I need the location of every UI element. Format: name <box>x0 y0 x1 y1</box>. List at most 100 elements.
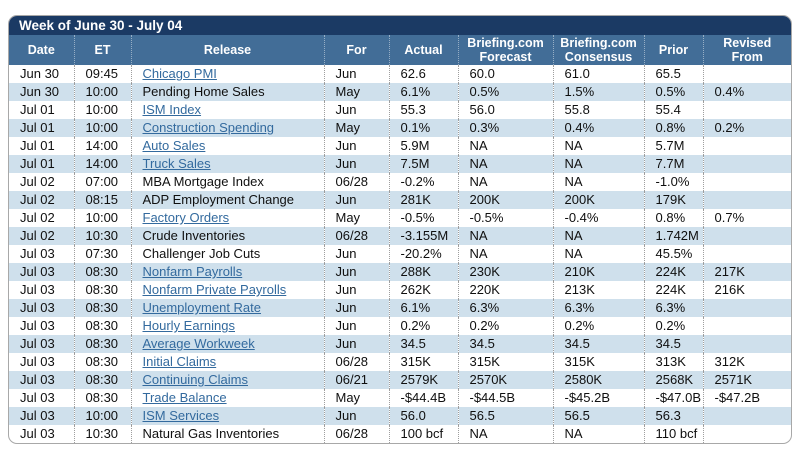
cell-forecast: 56.5 <box>458 407 554 425</box>
cell-date: Jul 02 <box>9 209 75 227</box>
cell-revised <box>703 299 791 317</box>
cell-revised: 0.4% <box>703 83 791 101</box>
cell-et: 14:00 <box>74 137 132 155</box>
cell-prior: 45.5% <box>644 245 704 263</box>
cell-prior: 56.3 <box>644 407 704 425</box>
cell-revised <box>703 101 791 119</box>
release-link[interactable]: ISM Services <box>142 408 220 423</box>
cell-revised <box>703 407 791 425</box>
cell-consensus: 200K <box>553 191 645 209</box>
cell-et: 08:15 <box>74 191 132 209</box>
release-link[interactable]: Chicago PMI <box>142 66 217 81</box>
cell-revised <box>703 137 791 155</box>
cell-release: Nonfarm Private Payrolls <box>131 281 325 299</box>
cell-revised <box>703 317 791 335</box>
cell-release: MBA Mortgage Index <box>131 173 325 191</box>
cell-for: Jun <box>324 191 390 209</box>
column-header-revised: Revised From <box>703 35 791 65</box>
cell-forecast: NA <box>458 425 554 443</box>
release-link[interactable]: Nonfarm Payrolls <box>142 264 243 279</box>
cell-prior: 7.7M <box>644 155 704 173</box>
cell-actual: 281K <box>389 191 459 209</box>
cell-for: May <box>324 209 390 227</box>
cell-for: Jun <box>324 299 390 317</box>
cell-consensus: -$45.2B <box>553 389 645 407</box>
table-row: Jul 03 08:30 Average Workweek Jun 34.5 34.5 34… <box>9 335 791 353</box>
release-link[interactable]: Construction Spending <box>142 120 275 135</box>
release-link[interactable]: Trade Balance <box>142 390 227 405</box>
cell-et: 10:30 <box>74 425 132 443</box>
release-link[interactable]: Average Workweek <box>142 336 255 351</box>
cell-date: Jul 03 <box>9 299 75 317</box>
table-row: Jul 01 10:00 ISM Index Jun 55.3 56.0 55.8 55.4 <box>9 101 791 119</box>
cell-actual: 55.3 <box>389 101 459 119</box>
cell-consensus: 61.0 <box>553 65 645 83</box>
cell-revised <box>703 65 791 83</box>
cell-for: 06/28 <box>324 227 390 245</box>
cell-prior: 6.3% <box>644 299 704 317</box>
table-row: Jul 02 08:15 ADP Employment Change Jun 281K 2… <box>9 191 791 209</box>
cell-for: 06/28 <box>324 425 390 443</box>
cell-date: Jul 02 <box>9 173 75 191</box>
cell-date: Jul 01 <box>9 101 75 119</box>
cell-date: Jul 03 <box>9 353 75 371</box>
cell-actual: -20.2% <box>389 245 459 263</box>
cell-date: Jul 02 <box>9 227 75 245</box>
cell-for: May <box>324 119 390 137</box>
release-link[interactable]: Continuing Claims <box>142 372 249 387</box>
cell-date: Jul 03 <box>9 263 75 281</box>
release-link[interactable]: Unemployment Rate <box>142 300 262 315</box>
cell-consensus: 56.5 <box>553 407 645 425</box>
cell-revised <box>703 227 791 245</box>
cell-et: 08:30 <box>74 317 132 335</box>
cell-consensus: NA <box>553 245 645 263</box>
cell-revised <box>703 191 791 209</box>
release-link[interactable]: Nonfarm Private Payrolls <box>142 282 287 297</box>
cell-for: Jun <box>324 407 390 425</box>
cell-consensus: 2580K <box>553 371 645 389</box>
cell-release: Natural Gas Inventories <box>131 425 325 443</box>
cell-for: Jun <box>324 155 390 173</box>
cell-date: Jul 03 <box>9 389 75 407</box>
release-link[interactable]: ISM Index <box>142 102 202 117</box>
cell-et: 14:00 <box>74 155 132 173</box>
release-link[interactable]: Auto Sales <box>142 138 206 153</box>
column-header-prior: Prior <box>644 35 704 65</box>
cell-actual: 0.1% <box>389 119 459 137</box>
cell-release: Construction Spending <box>131 119 325 137</box>
release-label: ADP Employment Change <box>142 192 295 207</box>
cell-consensus: -0.4% <box>553 209 645 227</box>
cell-for: 06/28 <box>324 353 390 371</box>
cell-forecast: 0.5% <box>458 83 554 101</box>
cell-prior: 0.2% <box>644 317 704 335</box>
cell-prior: 1.742M <box>644 227 704 245</box>
release-link[interactable]: Initial Claims <box>142 354 217 369</box>
release-link[interactable]: Factory Orders <box>142 210 230 225</box>
cell-release: Pending Home Sales <box>131 83 325 101</box>
cell-release: Trade Balance <box>131 389 325 407</box>
cell-date: Jul 03 <box>9 371 75 389</box>
cell-for: May <box>324 83 390 101</box>
table-row: Jul 03 08:30 Continuing Claims 06/21 2579K 25… <box>9 371 791 389</box>
cell-revised: 216K <box>714 282 745 297</box>
cell-et: 08:30 <box>74 299 132 317</box>
cell-forecast: 60.0 <box>458 65 554 83</box>
table-row: Jul 01 10:00 Construction Spending May 0.1% 0… <box>9 119 791 137</box>
cell-et: 08:30 <box>74 371 132 389</box>
cell-revised: 0.7% <box>714 210 745 225</box>
release-link[interactable]: Truck Sales <box>142 156 211 171</box>
cell-consensus: NA <box>553 155 645 173</box>
cell-actual: -0.5% <box>389 209 459 227</box>
cell-et: 09:45 <box>74 65 132 83</box>
release-link[interactable]: Hourly Earnings <box>142 318 236 333</box>
table-row: Jun 30 09:45 Chicago PMI Jun 62.6 60.0 61.0 65.… <box>9 65 791 83</box>
cell-actual: 262K <box>389 281 459 299</box>
cell-actual: -0.2% <box>389 173 459 191</box>
cell-et: 08:30 <box>74 389 132 407</box>
cell-forecast: NA <box>458 137 554 155</box>
cell-prior: 55.4 <box>644 101 704 119</box>
cell-et: 10:00 <box>74 83 132 101</box>
table-row: Jul 02 10:30 Crude Inventories 06/28 -3.155M… <box>9 227 791 245</box>
cell-et: 07:00 <box>74 173 132 191</box>
release-label: Natural Gas Inventories <box>142 426 280 441</box>
